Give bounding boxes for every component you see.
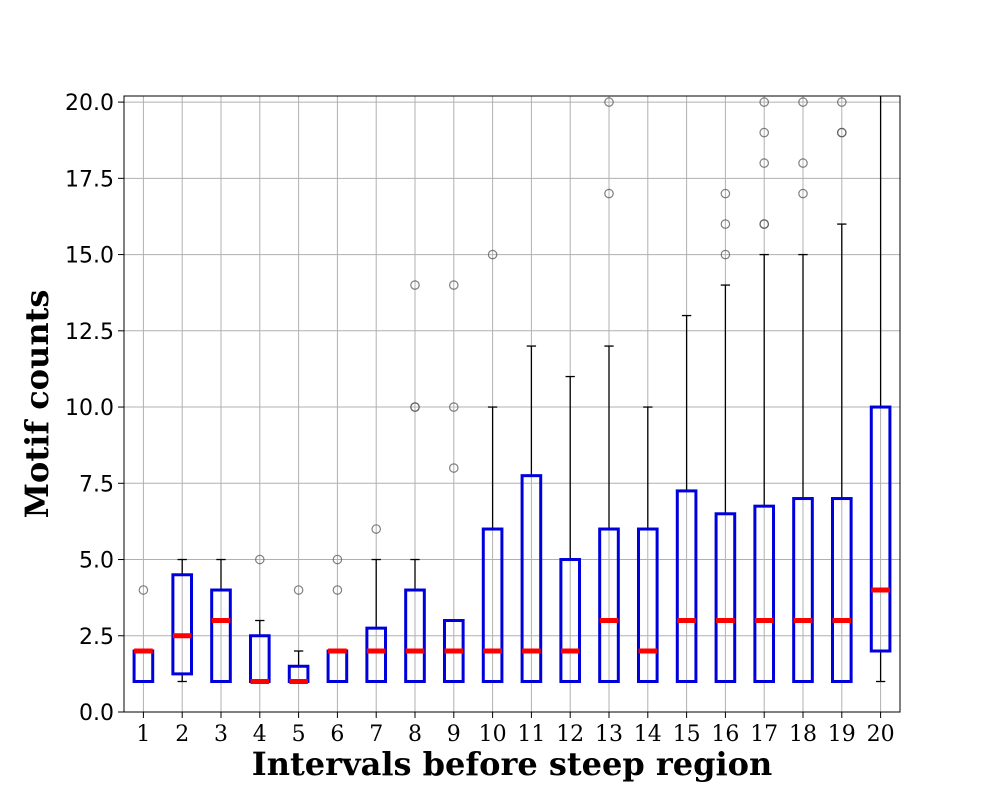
box-18 bbox=[792, 97, 814, 684]
box-9 bbox=[442, 280, 465, 684]
iqr-box bbox=[404, 588, 426, 684]
iqr-box bbox=[869, 405, 892, 653]
iqr-box bbox=[559, 558, 582, 684]
outlier-point bbox=[798, 188, 808, 199]
x-tick-label: 3 bbox=[214, 722, 228, 747]
iqr-box bbox=[598, 527, 620, 684]
outlier-point bbox=[604, 188, 614, 199]
y-tick-label: 17.5 bbox=[65, 167, 114, 192]
x-tick-label: 1 bbox=[136, 722, 150, 747]
y-axis-label: Motif counts bbox=[18, 290, 56, 519]
x-tick-label: 15 bbox=[673, 722, 701, 747]
box-1 bbox=[132, 585, 155, 684]
x-tick-label: 5 bbox=[292, 722, 306, 747]
x-tick-label: 4 bbox=[253, 722, 267, 747]
box-19 bbox=[830, 97, 853, 684]
outlier-point bbox=[293, 585, 304, 595]
iqr-box bbox=[481, 527, 504, 684]
box-10 bbox=[481, 249, 504, 684]
iqr-box bbox=[365, 626, 388, 684]
box-15 bbox=[675, 314, 698, 684]
iqr-box bbox=[792, 497, 814, 684]
box-13 bbox=[598, 97, 620, 684]
outlier-point bbox=[332, 585, 343, 595]
y-tick-label: 12.5 bbox=[65, 320, 114, 345]
box-11 bbox=[520, 345, 543, 684]
iqr-box bbox=[830, 497, 853, 684]
outlier-point bbox=[371, 524, 381, 534]
x-tick-label: 11 bbox=[517, 722, 545, 747]
x-tick-label: 17 bbox=[750, 722, 778, 747]
iqr-box bbox=[714, 512, 737, 684]
x-tick-label: 19 bbox=[828, 722, 856, 747]
x-axis-label: Intervals before steep region bbox=[252, 745, 772, 783]
iqr-box bbox=[520, 474, 543, 684]
y-tick-label: 20.0 bbox=[65, 91, 114, 116]
outlier-point bbox=[759, 97, 769, 107]
box-3 bbox=[210, 558, 232, 684]
box-8 bbox=[404, 280, 426, 684]
outlier-point bbox=[138, 585, 149, 595]
outlier-point bbox=[604, 97, 614, 107]
y-tick-label: 5.0 bbox=[79, 549, 114, 574]
box-5 bbox=[287, 585, 310, 685]
x-tick-label: 12 bbox=[556, 722, 584, 747]
x-tick-label: 20 bbox=[867, 722, 895, 747]
outlier-point bbox=[448, 402, 459, 412]
outlier-point bbox=[798, 158, 808, 168]
y-tick-label: 0.0 bbox=[79, 701, 114, 726]
x-tick-label: 7 bbox=[369, 722, 383, 747]
x-tick-label: 2 bbox=[175, 722, 189, 747]
box-17 bbox=[753, 97, 776, 684]
outlier-point bbox=[720, 188, 731, 199]
box-series bbox=[132, 96, 892, 685]
iqr-box bbox=[675, 489, 698, 684]
x-tick-label: 10 bbox=[479, 722, 507, 747]
x-tick-label: 14 bbox=[634, 722, 662, 747]
y-tick-label: 2.5 bbox=[79, 625, 114, 650]
outlier-point bbox=[798, 97, 808, 107]
outlier-point bbox=[759, 127, 769, 138]
x-tick-label: 13 bbox=[595, 722, 623, 747]
outlier-point bbox=[448, 463, 459, 473]
x-tick-label: 18 bbox=[789, 722, 817, 747]
x-axis-ticks: 1 2 3 4 5 6 7 8 9 10 11 12 13 14 15 16 17 18 19 20 bbox=[136, 712, 895, 747]
grid-lines bbox=[124, 96, 900, 713]
y-tick-label: 15.0 bbox=[65, 244, 114, 269]
box-20 bbox=[869, 96, 892, 683]
outlier-point bbox=[836, 127, 847, 138]
outlier-point bbox=[759, 158, 769, 168]
y-tick-label: 7.5 bbox=[79, 472, 114, 497]
iqr-box bbox=[171, 573, 194, 676]
iqr-box bbox=[636, 527, 659, 684]
outlier-point bbox=[448, 280, 459, 290]
box-7 bbox=[365, 524, 388, 684]
iqr-box bbox=[210, 588, 232, 684]
x-tick-label: 9 bbox=[447, 722, 461, 747]
outlier-point bbox=[759, 219, 769, 229]
iqr-box bbox=[753, 504, 776, 684]
outlier-point bbox=[487, 249, 498, 260]
outlier-point bbox=[254, 554, 265, 565]
box-14 bbox=[636, 406, 659, 684]
outlier-point bbox=[410, 402, 420, 412]
y-tick-label: 10.0 bbox=[65, 396, 114, 421]
outlier-point bbox=[836, 97, 847, 107]
box-2 bbox=[171, 558, 194, 683]
box-4 bbox=[248, 554, 271, 685]
box-16 bbox=[714, 188, 737, 684]
box-12 bbox=[559, 375, 582, 684]
box-6 bbox=[326, 554, 349, 684]
x-tick-label: 16 bbox=[711, 722, 739, 747]
x-tick-label: 8 bbox=[408, 722, 422, 747]
y-axis-ticks: 0.0 2.5 5.0 7.5 10.0 12.5 15.0 17.5 20.0 bbox=[65, 91, 124, 726]
outlier-point bbox=[720, 249, 731, 260]
plot-frame bbox=[123, 95, 901, 713]
outlier-point bbox=[410, 280, 420, 290]
x-tick-label: 6 bbox=[330, 722, 344, 747]
outlier-point bbox=[720, 219, 731, 229]
outlier-point bbox=[332, 554, 343, 565]
